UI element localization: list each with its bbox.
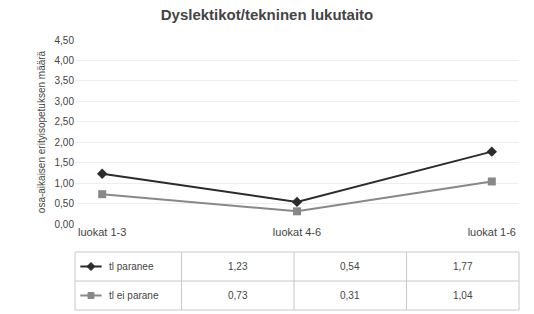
svg-text:luokat 1-3: luokat 1-3	[78, 226, 126, 238]
svg-text:luokat 1-6: luokat 1-6	[468, 226, 516, 238]
svg-text:1,00: 1,00	[55, 178, 75, 189]
svg-text:1,50: 1,50	[55, 157, 75, 168]
svg-text:tl ei parane: tl ei parane	[109, 290, 159, 301]
svg-text:1,23: 1,23	[228, 261, 248, 272]
svg-text:0,54: 0,54	[340, 261, 360, 272]
svg-text:luokat 4-6: luokat 4-6	[273, 226, 321, 238]
svg-text:0,50: 0,50	[55, 198, 75, 209]
svg-text:2,50: 2,50	[55, 116, 75, 127]
svg-text:4,00: 4,00	[55, 55, 75, 66]
svg-text:3,50: 3,50	[55, 75, 75, 86]
svg-text:2,00: 2,00	[55, 137, 75, 148]
svg-text:osa-aikaisen erityisopetuksen: osa-aikaisen erityisopetuksen määrä	[36, 50, 47, 213]
svg-text:0,31: 0,31	[340, 290, 360, 301]
svg-text:1,77: 1,77	[453, 261, 473, 272]
svg-text:tl paranee: tl paranee	[109, 261, 154, 272]
svg-text:3,00: 3,00	[55, 96, 75, 107]
svg-text:4,50: 4,50	[55, 35, 75, 46]
svg-text:0,00: 0,00	[55, 219, 75, 230]
svg-text:Dyslektikot/tekninen lukutaito: Dyslektikot/tekninen lukutaito	[161, 6, 374, 23]
svg-text:1,04: 1,04	[453, 290, 473, 301]
svg-text:0,73: 0,73	[228, 290, 248, 301]
